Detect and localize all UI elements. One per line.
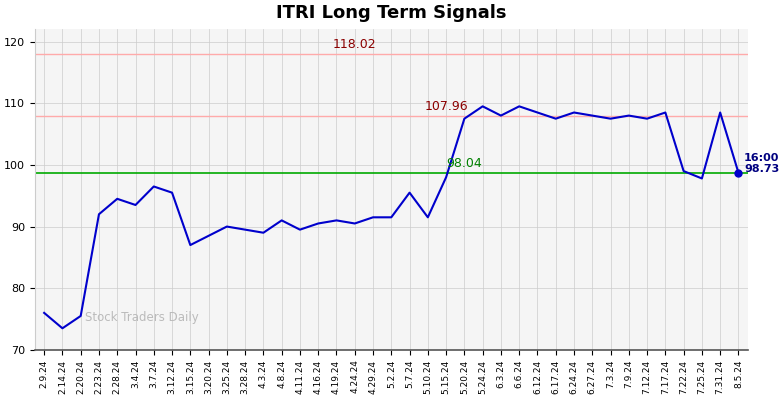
Point (732, 170, 745, 176)
Text: 98.04: 98.04 (446, 157, 482, 170)
Text: 16:00
98.73: 16:00 98.73 (744, 153, 779, 174)
Text: 107.96: 107.96 (424, 100, 468, 113)
Text: Stock Traders Daily: Stock Traders Daily (85, 311, 198, 324)
Title: ITRI Long Term Signals: ITRI Long Term Signals (276, 4, 506, 22)
Text: 118.02: 118.02 (333, 38, 376, 51)
